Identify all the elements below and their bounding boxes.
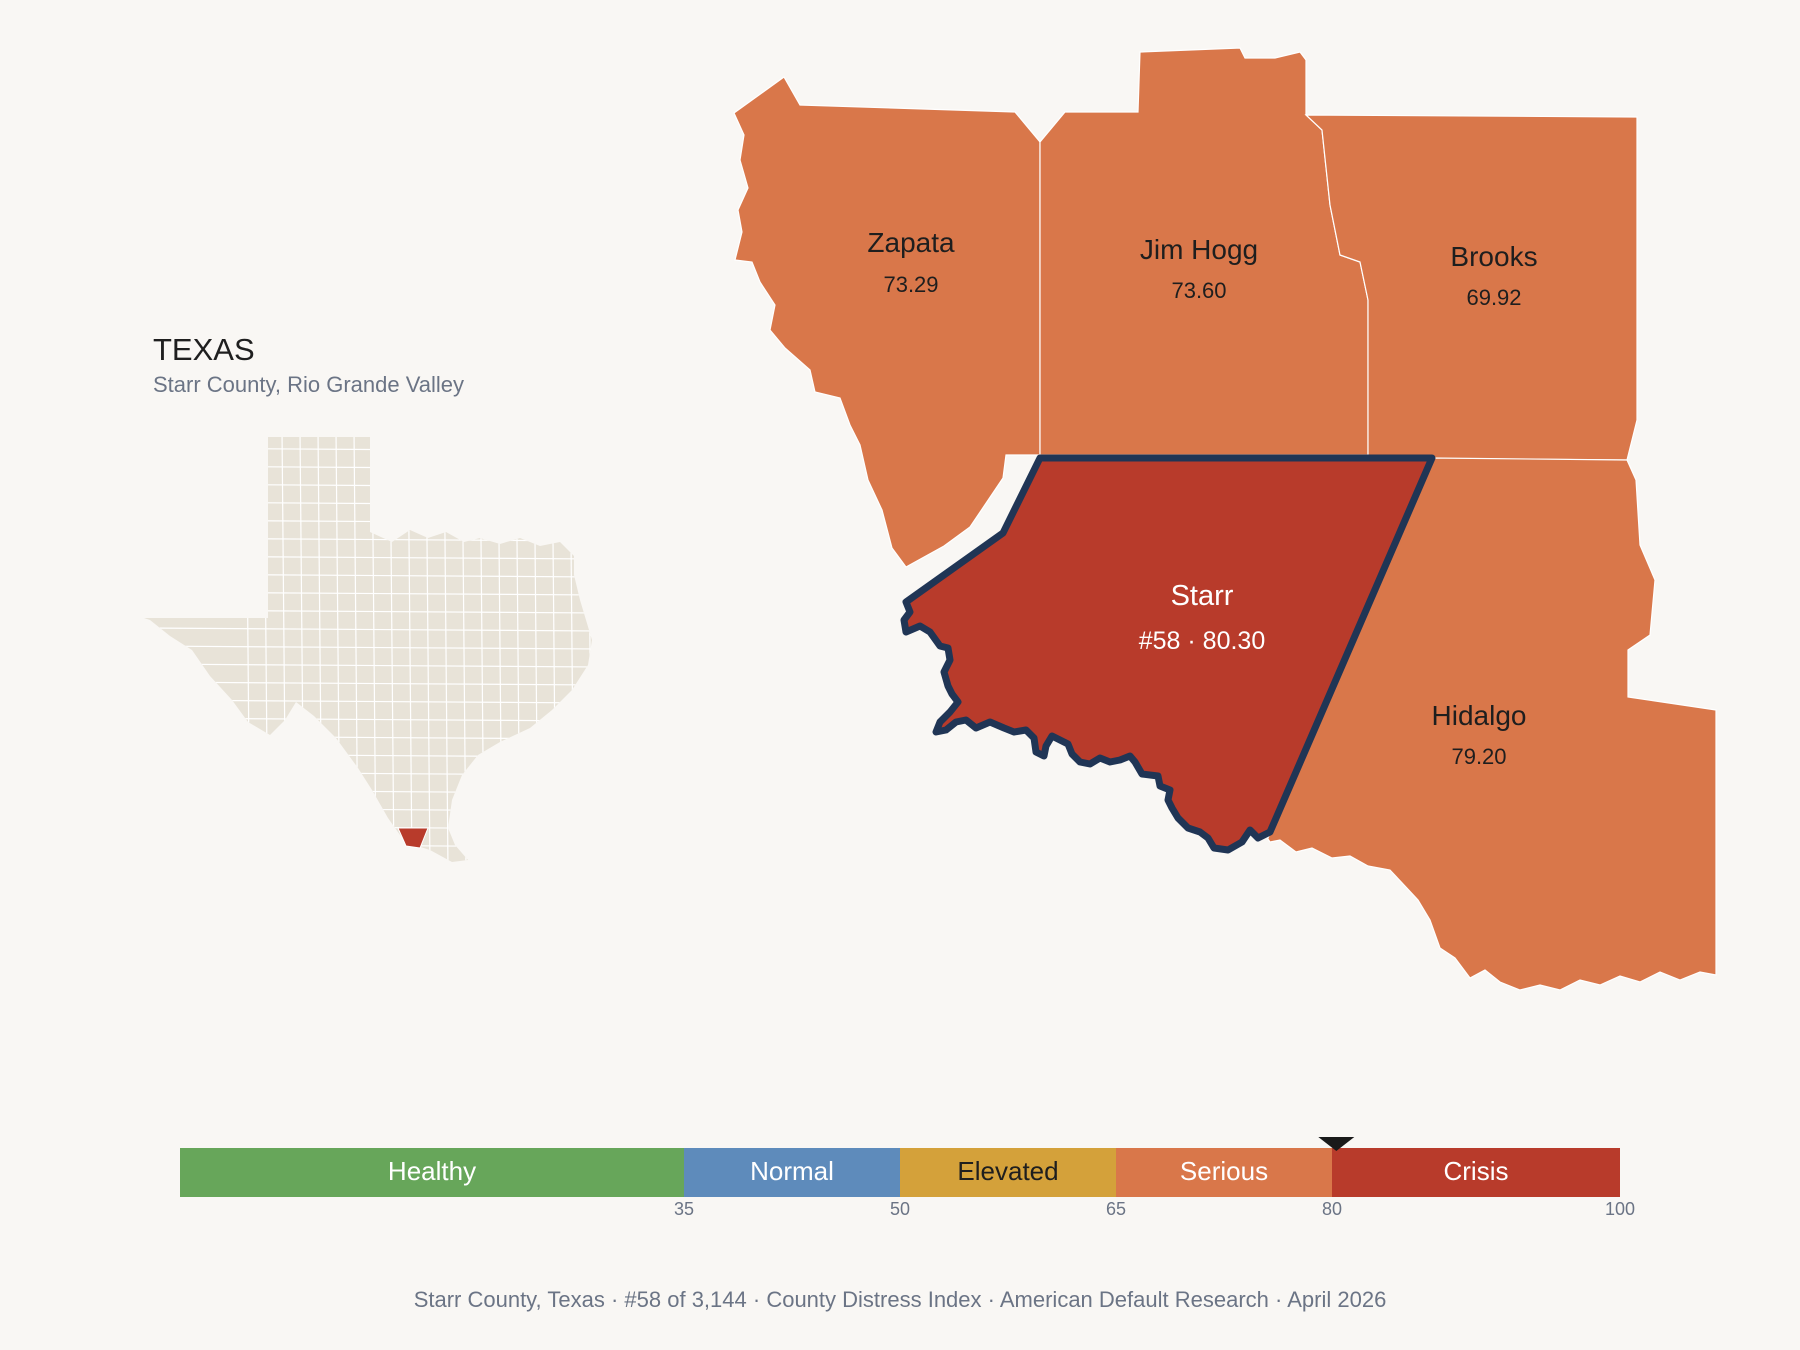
band-elevated	[900, 1148, 1117, 1197]
tick-80: 80	[1322, 1199, 1342, 1219]
footer-rank: #58 of 3,144	[624, 1287, 746, 1312]
county-starr[interactable]	[900, 454, 1436, 854]
score-marker-icon	[1318, 1137, 1355, 1151]
band-healthy-label: Healthy	[388, 1156, 476, 1186]
texas-locator-map	[144, 437, 592, 862]
distress-scale: Healthy Normal Elevated Serious Crisis 3…	[180, 1137, 1635, 1219]
starr-value: #58 · 80.30	[1139, 627, 1266, 655]
footer-date: April 2026	[1287, 1287, 1386, 1312]
zapata-name: Zapata	[867, 227, 955, 258]
tick-65: 65	[1106, 1199, 1126, 1219]
footer-index: County Distress Index	[766, 1287, 981, 1312]
brooks-name: Brooks	[1450, 241, 1537, 272]
county-brooks[interactable]	[1304, 114, 1638, 461]
starr-locator-highlight	[397, 827, 429, 849]
brooks-value: 69.92	[1466, 285, 1521, 310]
band-crisis	[1332, 1148, 1620, 1197]
jim-hogg-value: 73.60	[1171, 278, 1226, 303]
footer-county: Starr County, Texas	[414, 1287, 605, 1312]
tick-35: 35	[674, 1199, 694, 1219]
jim-hogg-name: Jim Hogg	[1140, 234, 1258, 265]
state-title: TEXAS	[153, 332, 255, 367]
hidalgo-name: Hidalgo	[1432, 700, 1527, 731]
band-healthy	[180, 1148, 685, 1197]
band-normal	[684, 1148, 901, 1197]
county-zapata[interactable]	[733, 76, 1041, 568]
tick-100: 100	[1605, 1199, 1635, 1219]
band-crisis-label: Crisis	[1444, 1156, 1509, 1186]
band-serious	[1116, 1148, 1333, 1197]
zapata-value: 73.29	[883, 272, 938, 297]
hidalgo-value: 79.20	[1451, 744, 1506, 769]
county-map	[733, 47, 1717, 991]
tick-50: 50	[890, 1199, 910, 1219]
locator-subtitle: Starr County, Rio Grande Valley	[153, 372, 464, 397]
starr-name: Starr	[1171, 580, 1234, 612]
band-elevated-label: Elevated	[957, 1156, 1058, 1186]
footer-publisher: American Default Research	[1000, 1287, 1269, 1312]
band-serious-label: Serious	[1180, 1156, 1268, 1186]
footer-credit: Starr County, Texas · #58 of 3,144 · Cou…	[414, 1287, 1387, 1312]
band-normal-label: Normal	[750, 1156, 834, 1186]
